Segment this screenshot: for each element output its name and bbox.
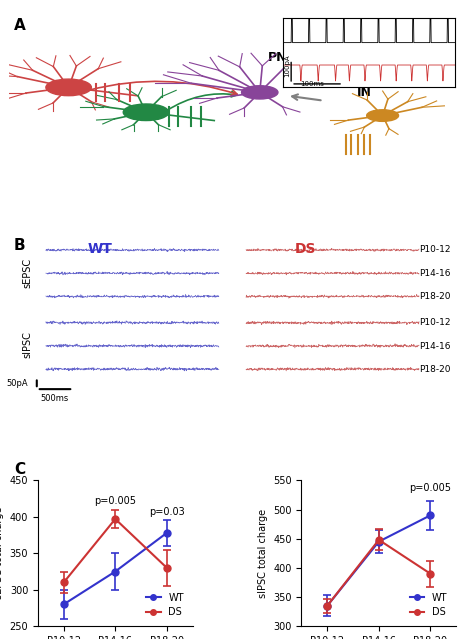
Text: p=0.03: p=0.03 (149, 507, 185, 517)
Circle shape (46, 79, 91, 96)
Text: p=0.005: p=0.005 (410, 483, 451, 493)
Circle shape (242, 86, 278, 99)
Text: P18-20: P18-20 (419, 292, 451, 301)
Text: sIPSC: sIPSC (23, 331, 33, 358)
Y-axis label: sIPSC total charge: sIPSC total charge (257, 509, 267, 598)
Text: 50pA: 50pA (6, 379, 27, 388)
Text: PN: PN (268, 51, 288, 64)
Text: P14-16: P14-16 (419, 341, 451, 351)
Text: P18-20: P18-20 (419, 365, 451, 374)
Circle shape (123, 104, 169, 121)
Text: WT: WT (88, 242, 113, 256)
Text: C: C (14, 462, 25, 477)
Text: P10-12: P10-12 (419, 318, 451, 327)
Text: sEPSC: sEPSC (23, 258, 33, 288)
Legend: WT, DS: WT, DS (142, 589, 188, 621)
Text: 500ms: 500ms (41, 394, 69, 403)
Text: IN: IN (357, 86, 372, 98)
Text: A: A (14, 18, 26, 33)
Text: P14-16: P14-16 (419, 268, 451, 277)
Circle shape (367, 110, 399, 121)
Text: P10-12: P10-12 (419, 245, 451, 254)
Text: p=0.005: p=0.005 (94, 496, 137, 506)
Text: DS: DS (294, 242, 316, 256)
Text: B: B (14, 238, 26, 253)
Legend: WT, DS: WT, DS (406, 589, 451, 621)
Y-axis label: sEPSC total charge: sEPSC total charge (0, 507, 4, 599)
